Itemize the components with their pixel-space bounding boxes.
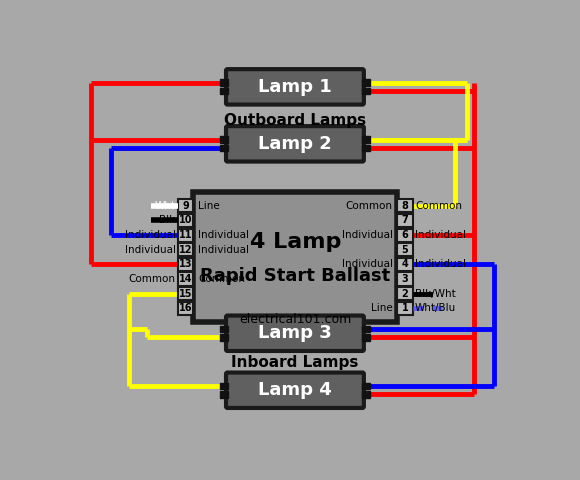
Text: 2: 2 [402,288,408,299]
Text: Blk/Wht: Blk/Wht [415,288,456,299]
Text: 9: 9 [182,201,189,211]
Text: Common: Common [415,201,462,211]
Bar [362,88,370,94]
Text: Individual: Individual [198,245,249,255]
Bar [178,199,193,212]
Text: 3: 3 [402,274,408,284]
Text: Individual: Individual [342,230,393,240]
Text: electrical101.com: electrical101.com [239,313,351,326]
FancyBboxPatch shape [226,315,364,351]
Bar [397,228,413,241]
Bar [362,334,370,341]
Text: Individual: Individual [342,259,393,269]
Bar [178,287,193,300]
Bar [178,243,193,256]
Text: 5: 5 [402,245,408,255]
Bar [220,145,227,151]
Text: Rapid Start Ballast: Rapid Start Ballast [200,267,390,286]
Text: 8: 8 [401,201,408,211]
Text: 1: 1 [402,303,408,313]
Bar [362,383,370,389]
FancyBboxPatch shape [226,372,364,408]
Bar [220,391,227,397]
Text: Line: Line [371,303,393,313]
Bar [362,79,370,86]
Bar [397,243,413,256]
Text: Wht: Wht [155,201,176,211]
Text: 6: 6 [402,230,408,240]
Text: Individual: Individual [125,230,176,240]
Bar [220,88,227,94]
Text: Wht/Blu: Wht/Blu [415,303,456,313]
Text: Common: Common [346,201,393,211]
Text: Common: Common [198,274,245,284]
Bar [220,136,227,143]
Bar [193,192,397,322]
FancyBboxPatch shape [226,69,364,105]
Text: Lamp 2: Lamp 2 [258,135,332,153]
Text: 16: 16 [179,303,193,313]
Text: 15: 15 [179,288,193,299]
Bar [362,145,370,151]
Text: Lamp 1: Lamp 1 [258,78,332,96]
Text: 10: 10 [179,216,193,226]
Bar [178,258,193,271]
Bar [220,326,227,332]
Text: Blk: Blk [160,216,176,226]
Text: Outboard Lamps: Outboard Lamps [224,113,366,128]
Bar [362,326,370,332]
Bar [178,214,193,227]
Text: Lamp 4: Lamp 4 [258,381,332,399]
Bar [178,302,193,315]
Text: Lamp 3: Lamp 3 [258,324,332,342]
Text: Common: Common [129,274,176,284]
Text: Individual: Individual [198,230,249,240]
Text: 12: 12 [179,245,193,255]
Bar [220,79,227,86]
Text: Line: Line [198,201,220,211]
Bar [362,136,370,143]
Text: Individual: Individual [415,259,466,269]
Text: 14: 14 [179,274,193,284]
Bar [397,258,413,271]
Text: Individual: Individual [415,230,466,240]
Bar [397,199,413,212]
Text: 7: 7 [402,216,408,226]
Text: 4 Lamp: 4 Lamp [249,231,341,252]
Bar [362,391,370,397]
Bar [178,273,193,286]
Bar [397,287,413,300]
Text: Individual: Individual [125,245,176,255]
Text: 11: 11 [179,230,193,240]
FancyBboxPatch shape [226,126,364,162]
Bar [397,302,413,315]
Bar [220,383,227,389]
Bar [220,334,227,341]
Text: 13: 13 [179,259,193,269]
Bar [178,228,193,241]
Bar [397,214,413,227]
Bar [397,273,413,286]
Text: 4: 4 [402,259,408,269]
Text: Inboard Lamps: Inboard Lamps [231,355,358,370]
